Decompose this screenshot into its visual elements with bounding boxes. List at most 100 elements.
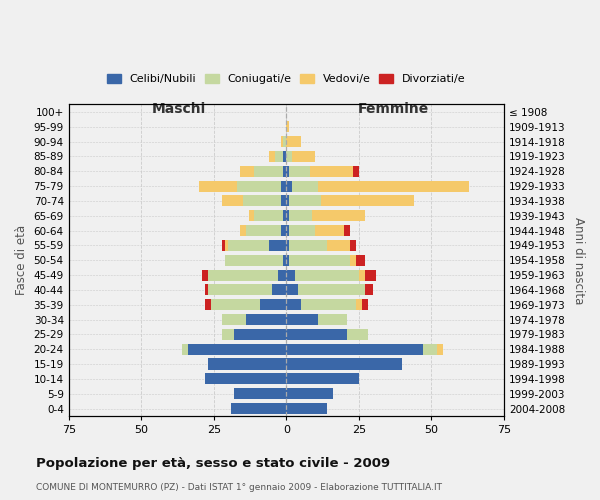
Bar bbox=[188, 344, 286, 355]
Bar bbox=[281, 196, 286, 206]
Text: COMUNE DI MONTEMURRO (PZ) - Dati ISTAT 1° gennaio 2009 - Elaborazione TUTTITALIA: COMUNE DI MONTEMURRO (PZ) - Dati ISTAT 1… bbox=[36, 483, 442, 492]
Bar bbox=[286, 196, 289, 206]
Bar bbox=[437, 344, 443, 355]
Bar bbox=[226, 254, 283, 266]
Bar bbox=[286, 225, 289, 236]
Bar bbox=[286, 254, 289, 266]
Bar bbox=[298, 284, 365, 296]
Bar bbox=[226, 240, 228, 251]
Bar bbox=[240, 166, 254, 177]
Bar bbox=[283, 254, 286, 266]
Bar bbox=[350, 254, 356, 266]
Bar bbox=[205, 284, 208, 296]
Legend: Celibi/Nubili, Coniugati/e, Vedovi/e, Divorziati/e: Celibi/Nubili, Coniugati/e, Vedovi/e, Di… bbox=[103, 70, 470, 89]
Bar bbox=[223, 314, 245, 325]
Bar bbox=[286, 270, 295, 280]
Bar bbox=[286, 374, 359, 384]
Bar bbox=[318, 180, 469, 192]
Bar bbox=[272, 284, 286, 296]
Bar bbox=[234, 329, 286, 340]
Bar bbox=[254, 210, 283, 222]
Bar bbox=[318, 314, 347, 325]
Bar bbox=[269, 240, 286, 251]
Bar bbox=[231, 403, 286, 414]
Text: Popolazione per età, sesso e stato civile - 2009: Popolazione per età, sesso e stato civil… bbox=[36, 458, 390, 470]
Bar bbox=[237, 180, 281, 192]
Bar bbox=[240, 225, 245, 236]
Bar bbox=[301, 299, 356, 310]
Bar bbox=[365, 284, 373, 296]
Bar bbox=[223, 329, 234, 340]
Bar bbox=[205, 299, 211, 310]
Bar bbox=[350, 240, 356, 251]
Bar bbox=[289, 225, 316, 236]
Bar bbox=[321, 196, 414, 206]
Bar bbox=[347, 329, 368, 340]
Bar bbox=[292, 180, 318, 192]
Bar bbox=[281, 225, 286, 236]
Bar bbox=[289, 210, 313, 222]
Bar bbox=[286, 180, 292, 192]
Bar bbox=[286, 240, 289, 251]
Bar bbox=[286, 136, 301, 147]
Bar bbox=[199, 180, 237, 192]
Bar bbox=[286, 166, 289, 177]
Bar bbox=[310, 166, 353, 177]
Bar bbox=[254, 166, 283, 177]
Bar bbox=[281, 180, 286, 192]
Bar bbox=[356, 254, 365, 266]
Text: Femmine: Femmine bbox=[358, 102, 429, 116]
Bar bbox=[316, 225, 344, 236]
Bar bbox=[327, 240, 350, 251]
Bar bbox=[289, 166, 310, 177]
Bar bbox=[286, 388, 333, 400]
Bar bbox=[283, 210, 286, 222]
Bar bbox=[283, 151, 286, 162]
Bar bbox=[344, 225, 350, 236]
Bar bbox=[362, 299, 368, 310]
Bar bbox=[260, 299, 286, 310]
Bar bbox=[289, 196, 321, 206]
Bar bbox=[286, 121, 289, 132]
Bar bbox=[283, 166, 286, 177]
Bar bbox=[208, 284, 272, 296]
Bar bbox=[283, 136, 286, 147]
Bar bbox=[353, 166, 359, 177]
Bar bbox=[365, 270, 376, 280]
Bar bbox=[286, 314, 318, 325]
Bar bbox=[278, 270, 286, 280]
Bar bbox=[245, 314, 286, 325]
Bar bbox=[248, 210, 254, 222]
Bar bbox=[286, 151, 292, 162]
Bar bbox=[234, 388, 286, 400]
Bar bbox=[208, 358, 286, 370]
Bar bbox=[286, 299, 301, 310]
Bar bbox=[292, 151, 316, 162]
Bar bbox=[243, 196, 281, 206]
Bar bbox=[211, 299, 260, 310]
Bar bbox=[223, 240, 226, 251]
Bar bbox=[286, 284, 298, 296]
Bar bbox=[269, 151, 275, 162]
Bar bbox=[313, 210, 365, 222]
Bar bbox=[286, 210, 289, 222]
Bar bbox=[223, 196, 243, 206]
Bar bbox=[422, 344, 437, 355]
Bar bbox=[205, 374, 286, 384]
Bar bbox=[275, 151, 283, 162]
Y-axis label: Fasce di età: Fasce di età bbox=[15, 225, 28, 296]
Bar bbox=[289, 254, 350, 266]
Bar bbox=[228, 240, 269, 251]
Bar bbox=[202, 270, 208, 280]
Bar bbox=[286, 358, 403, 370]
Bar bbox=[208, 270, 278, 280]
Bar bbox=[295, 270, 359, 280]
Bar bbox=[286, 403, 327, 414]
Bar bbox=[359, 270, 365, 280]
Y-axis label: Anni di nascita: Anni di nascita bbox=[572, 216, 585, 304]
Bar bbox=[289, 240, 327, 251]
Bar bbox=[356, 299, 362, 310]
Bar bbox=[281, 136, 283, 147]
Bar bbox=[245, 225, 281, 236]
Bar bbox=[286, 344, 422, 355]
